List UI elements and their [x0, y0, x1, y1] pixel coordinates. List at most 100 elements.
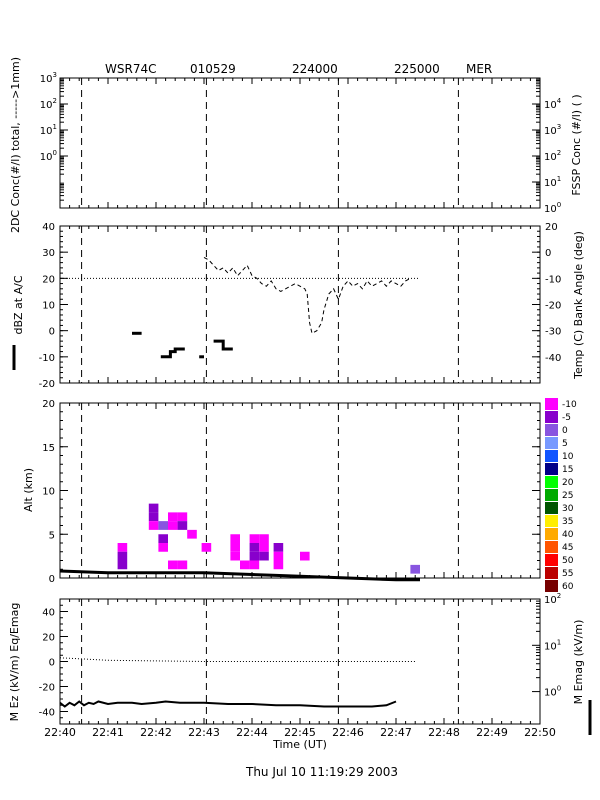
panel4-left-tick-label: -20 — [39, 683, 55, 694]
header-date: 010529 — [190, 62, 236, 76]
time-tick-label: 22:50 — [524, 726, 556, 739]
colorbar-label: 60 — [562, 582, 574, 592]
colorbar-swatch — [545, 489, 558, 501]
reflectivity-cell — [168, 512, 178, 522]
panel3-tick-label: 10 — [42, 487, 55, 498]
reflectivity-cell — [230, 551, 240, 561]
colorbar-swatch — [545, 567, 558, 579]
reflectivity-cell — [158, 534, 168, 543]
panel2-right-tick-label: 20 — [545, 222, 558, 233]
panel1-right-tick-label: 104 — [544, 97, 562, 111]
reflectivity-cell — [410, 564, 420, 574]
time-tick-label: 22:40 — [44, 726, 76, 739]
panel3-tick-label: 5 — [49, 530, 55, 541]
reflectivity-cell — [148, 503, 159, 513]
time-tick-label: 22:49 — [476, 726, 508, 739]
colorbar-label: 35 — [562, 517, 573, 527]
panel1-right-tick-label: 102 — [544, 149, 561, 163]
reflectivity-cell — [187, 529, 197, 539]
colorbar-swatch — [545, 515, 558, 527]
colorbar-swatch — [545, 476, 558, 488]
colorbar-swatch — [545, 463, 558, 475]
panel1-left-tick-label: 101 — [40, 123, 57, 137]
panel1-right-tick-label: 100 — [544, 201, 561, 215]
panel4-right-tick-label: 101 — [544, 638, 561, 652]
panel-concentration-frame — [59, 77, 541, 209]
plot-layer: 22:40 22:41 22:42 22:43 22:44 22:45 22:46 22:47… — [39, 71, 577, 739]
colorbar-swatch — [545, 580, 558, 592]
panel2-left-tick-label: 40 — [42, 222, 55, 233]
panel1-left-tick-label: 100 — [40, 149, 57, 163]
reflectivity-cell — [259, 551, 269, 561]
time-tick-label: 22:48 — [428, 726, 460, 739]
reflectivity-cell — [300, 551, 310, 561]
panel1-right-tick-label: 103 — [544, 123, 561, 137]
panel2-left-tick-label: -20 — [39, 379, 55, 390]
panel4-right-tick-label: 100 — [544, 685, 561, 699]
time-tick-label: 22:47 — [380, 726, 412, 739]
reflectivity-cell — [158, 521, 168, 530]
colorbar-label: 15 — [562, 465, 573, 475]
panel1-left-tick-label: 102 — [40, 97, 57, 111]
time-tick-label: 22:46 — [332, 726, 364, 739]
colorbar-swatch — [545, 411, 558, 423]
colorbar-label: 5 — [562, 439, 568, 449]
panel1-ylabel-right: FSSP Conc (#/l) ( ) — [570, 94, 583, 195]
panel4-left-tick-label: 40 — [42, 608, 55, 619]
footer-timestamp: Thu Jul 10 11:19:29 2003 — [245, 765, 398, 779]
time-tick-label: 22:42 — [140, 726, 172, 739]
time-axis-label: Time (UT) — [272, 738, 327, 751]
reflectivity-cell — [201, 543, 212, 552]
colorbar-label: 50 — [562, 556, 574, 566]
colorbar-swatch — [545, 398, 558, 410]
reflectivity-cell — [117, 551, 128, 561]
reflectivity-cell — [230, 543, 240, 552]
reflectivity-cell — [230, 534, 240, 543]
header-end: 225000 — [394, 62, 440, 76]
panel3-tick-label: 15 — [42, 443, 55, 454]
ez-ratio-line — [59, 657, 416, 662]
panel2-left-tick-label: 20 — [42, 274, 55, 285]
panel2-ylabel-right: Temp (C) Bank Angle (deg) — [572, 231, 585, 380]
panel4-left-tick-label: -40 — [39, 708, 55, 719]
time-tick-label: 22:41 — [92, 726, 124, 739]
header-station: MER — [466, 62, 492, 76]
reflectivity-cell — [249, 534, 260, 543]
panel2-right-tick-label: -30 — [545, 327, 561, 338]
panel2-right-tick-label: 0 — [545, 248, 551, 259]
header-radar: WSR74C — [105, 62, 156, 76]
colorbar-swatch — [545, 437, 558, 449]
bank-angle-line — [203, 256, 411, 335]
colorbar-label: 10 — [562, 452, 574, 462]
colorbar-label: 25 — [562, 491, 573, 501]
reflectivity-cell — [117, 560, 128, 570]
aircraft-altitude-line — [59, 569, 420, 582]
reflectivity-cell — [148, 521, 159, 530]
reflectivity-cell — [117, 543, 128, 552]
time-tick-label: 22:44 — [236, 726, 268, 739]
reflectivity-cell — [177, 560, 188, 570]
panel2-right-tick-label: -20 — [545, 301, 561, 312]
reflectivity-segment-1 — [160, 347, 185, 359]
panel4-ylabel-left: M Ez (kV/m) Eq/Emag — [8, 603, 21, 722]
panel4-right-tick-label: 102 — [544, 592, 561, 606]
colorbar-label: 0 — [562, 426, 568, 436]
reflectivity-cell — [240, 560, 250, 570]
time-tick-label: 22:45 — [284, 726, 316, 739]
reflectivity-cell — [249, 543, 260, 552]
colorbar-label: 45 — [562, 543, 573, 553]
reflectivity-cell — [177, 512, 188, 522]
colorbar-swatch — [545, 450, 558, 462]
reflectivity-cell — [259, 534, 269, 543]
colorbar-label: -10 — [562, 400, 577, 410]
reflectivity-cell — [158, 543, 168, 552]
colorbar-swatch — [545, 528, 558, 540]
header-start: 224000 — [292, 62, 338, 76]
colorbar-label: 40 — [562, 530, 574, 540]
panel-reflectivity-frame — [59, 225, 541, 384]
reflectivity-cell — [273, 543, 284, 552]
panel3-tick-label: 0 — [49, 574, 55, 585]
colorbar-swatch — [545, 541, 558, 553]
panel1-left-tick-label: 103 — [40, 71, 57, 85]
